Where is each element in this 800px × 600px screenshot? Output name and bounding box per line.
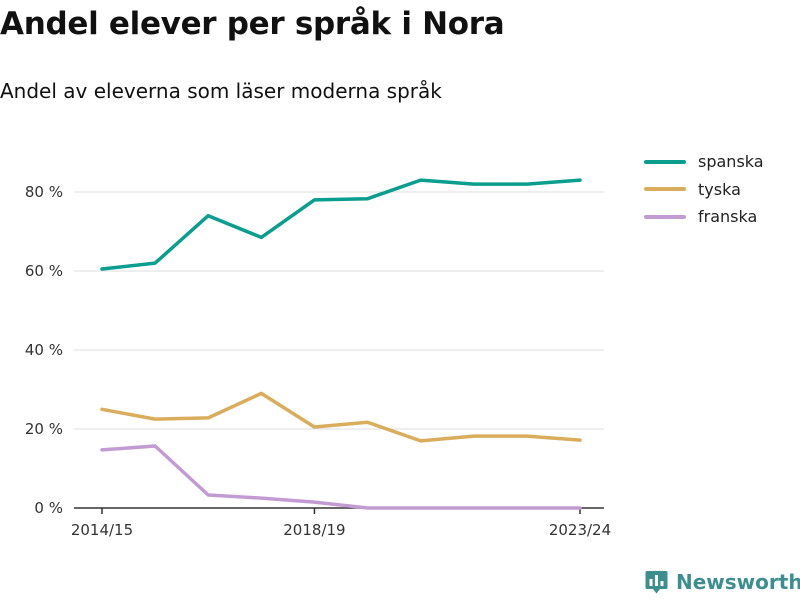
legend-item-tyska: tyska xyxy=(644,176,764,204)
legend-item-franska: franska xyxy=(644,203,764,231)
legend-swatch xyxy=(644,187,686,192)
x-tick-label: 2023/24 xyxy=(549,521,611,539)
x-tick-label: 2014/15 xyxy=(71,521,133,539)
axes: 0 % 20 % 40 % 60 % 80 % 2014/15 2018/19 2023/24 xyxy=(25,183,611,539)
newsworthy-bar-chart-icon xyxy=(645,571,668,594)
legend-label: franska xyxy=(698,207,758,227)
y-tick-label: 60 % xyxy=(25,262,63,280)
y-tick-label: 80 % xyxy=(25,183,63,201)
legend-label: spanska xyxy=(698,152,764,172)
series-line-tyska xyxy=(100,391,582,443)
series-lines xyxy=(100,178,582,510)
brand-footer: Newsworthy xyxy=(645,570,800,594)
legend: spanska tyska franska xyxy=(644,148,764,231)
legend-label: tyska xyxy=(698,179,741,199)
x-tick-label: 2018/19 xyxy=(283,521,345,539)
chart-title: Andel elever per språk i Nora xyxy=(0,6,505,42)
brand-name: Newsworthy xyxy=(676,570,800,594)
gridlines xyxy=(74,191,604,430)
series-line-spanska xyxy=(100,178,582,271)
series-line-franska xyxy=(100,444,582,510)
y-tick-label: 40 % xyxy=(25,341,63,359)
legend-swatch xyxy=(644,159,686,164)
y-tick-label: 0 % xyxy=(34,499,63,517)
chart-subtitle: Andel av eleverna som läser moderna språ… xyxy=(0,79,442,103)
y-tick-label: 20 % xyxy=(25,420,63,438)
legend-item-spanska: spanska xyxy=(644,148,764,176)
legend-swatch xyxy=(644,214,686,219)
